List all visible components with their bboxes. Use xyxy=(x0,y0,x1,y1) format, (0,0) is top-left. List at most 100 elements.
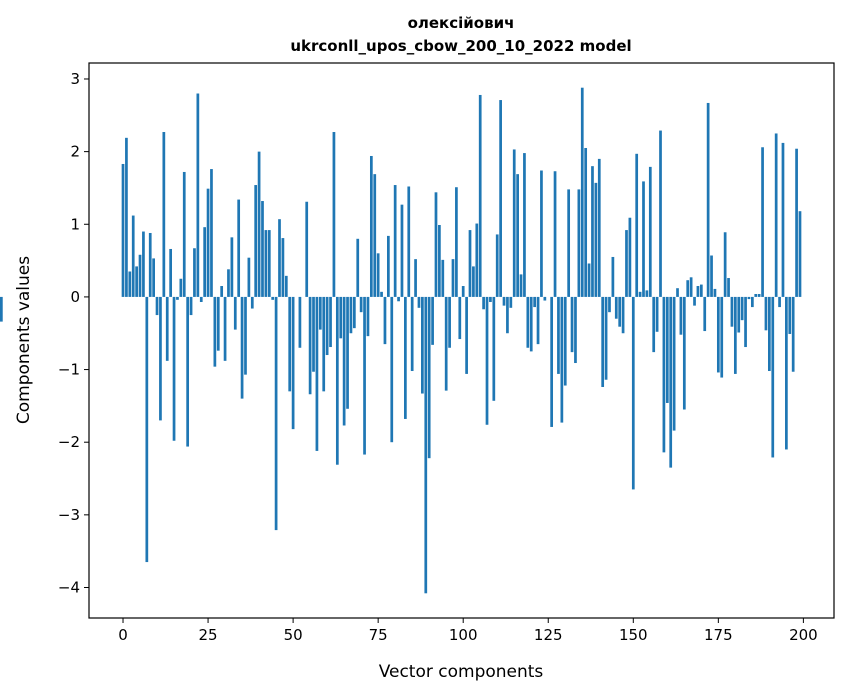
bar-15 xyxy=(172,296,176,441)
bar-26 xyxy=(210,169,213,297)
bar-50 xyxy=(291,296,295,430)
bar-62 xyxy=(332,132,336,297)
bars-group xyxy=(0,87,802,594)
bar-96 xyxy=(448,296,451,348)
bar-194 xyxy=(781,142,785,297)
bar-135 xyxy=(580,87,584,297)
bar-112 xyxy=(502,296,506,306)
bar-122 xyxy=(536,296,540,345)
bar-175 xyxy=(716,296,720,373)
bar-98 xyxy=(455,187,458,297)
bar-32 xyxy=(230,237,234,297)
bar-104 xyxy=(475,223,479,297)
bar-18 xyxy=(182,171,186,297)
bar-183 xyxy=(744,296,747,348)
bar-110 xyxy=(495,234,499,297)
bar-40 xyxy=(257,151,261,297)
x-tick-label: 75 xyxy=(369,626,388,644)
bar-61 xyxy=(329,296,332,348)
bar-123 xyxy=(540,170,543,297)
bar-8 xyxy=(148,232,152,297)
bar-139 xyxy=(594,182,598,297)
y-axis-label: Components values xyxy=(14,256,34,424)
bar-35 xyxy=(240,296,244,399)
bar-114 xyxy=(509,296,513,308)
bar-136 xyxy=(584,147,588,297)
bar-148 xyxy=(625,230,628,297)
bar-101 xyxy=(465,296,468,374)
bar-30 xyxy=(223,296,227,361)
bar-178 xyxy=(727,278,730,297)
bar-19 xyxy=(186,296,190,447)
bar-77 xyxy=(383,296,387,345)
bar-37 xyxy=(247,257,251,297)
bar-68 xyxy=(352,296,356,329)
bar-97 xyxy=(451,259,455,297)
chart-title: олексійович xyxy=(408,14,515,32)
bar-1 xyxy=(125,137,128,297)
bar-119 xyxy=(526,296,530,348)
bar-140 xyxy=(597,158,601,297)
bar-94 xyxy=(441,259,445,297)
bar-5 xyxy=(138,254,142,297)
bar-80 xyxy=(393,185,397,297)
bar-128 xyxy=(557,296,560,374)
bar-3 xyxy=(131,215,135,297)
bar-31 xyxy=(227,269,230,297)
x-tick-label: 100 xyxy=(449,626,478,644)
bar-189 xyxy=(764,296,768,331)
bar-83 xyxy=(404,296,407,419)
bar-57 xyxy=(315,296,319,451)
bar-193 xyxy=(778,296,781,308)
bar-74 xyxy=(373,174,377,297)
bar-157 xyxy=(655,296,659,332)
bar-12 xyxy=(162,132,166,297)
bar-196 xyxy=(788,296,792,334)
bar-107 xyxy=(485,296,489,425)
bar-4 xyxy=(135,266,138,297)
bar-76 xyxy=(380,291,383,297)
bar-126 xyxy=(550,296,554,427)
bar-102 xyxy=(468,230,472,297)
bar-160 xyxy=(665,296,669,403)
bar-109 xyxy=(492,296,496,401)
bar-106 xyxy=(482,296,485,310)
bar-177 xyxy=(723,232,727,297)
bar-90 xyxy=(427,296,431,459)
bar-91 xyxy=(431,296,434,345)
bar-172 xyxy=(706,102,710,297)
y-tick-label: 2 xyxy=(70,143,80,161)
bar-173 xyxy=(710,255,713,297)
bar-65 xyxy=(342,296,346,426)
x-tick-label: 200 xyxy=(789,626,818,644)
bar-186 xyxy=(754,294,758,297)
bar-180 xyxy=(733,296,737,374)
y-tick-label: −1 xyxy=(58,361,80,379)
bar-184 xyxy=(747,296,751,300)
bar-48 xyxy=(284,275,288,297)
bar-9 xyxy=(152,258,155,297)
bar-39 xyxy=(254,185,258,297)
bar-20 xyxy=(189,296,193,316)
bar-117 xyxy=(519,274,523,297)
x-tick-label: 0 xyxy=(118,626,128,644)
x-tick-label: 125 xyxy=(534,626,563,644)
bar-99 xyxy=(458,296,462,340)
bar-191 xyxy=(771,296,775,458)
bar-21 xyxy=(193,248,196,297)
bar-92 xyxy=(434,192,438,297)
bar-118 xyxy=(523,153,526,297)
y-tick-label: −2 xyxy=(58,433,80,451)
bar-17 xyxy=(179,278,183,297)
bar-13 xyxy=(165,296,169,361)
plot-frame xyxy=(88,62,835,619)
bar-38 xyxy=(250,296,254,309)
bar-127 xyxy=(553,171,557,297)
x-tick-label: 25 xyxy=(199,626,218,644)
bar-33 xyxy=(233,296,237,330)
bar-7 xyxy=(145,296,149,563)
bar-23 xyxy=(199,296,203,302)
bar-176 xyxy=(720,296,724,378)
bar-145 xyxy=(614,296,618,319)
